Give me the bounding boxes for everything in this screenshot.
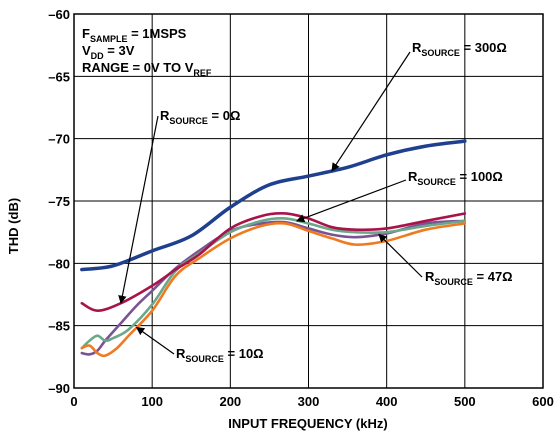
x-tick-label: 600	[532, 394, 554, 409]
tick-labels: 0 100 200 300 400 500 600 –60 –65 –70 –75 –80 –85 –90	[48, 7, 554, 409]
series-line-5	[80, 221, 467, 358]
series-label-5: RSOURCE = 10Ω	[176, 346, 264, 364]
series-label-2: RSOURCE = 0Ω	[160, 108, 240, 126]
y-tick-label: –70	[48, 132, 70, 147]
annotation-layer: RSOURCE = 300Ω RSOURCE = 0Ω RSOURCE = 100Ω…	[118, 40, 513, 364]
series-line-2	[80, 212, 467, 313]
y-tick-label: –85	[48, 319, 70, 334]
annotation-arrow	[378, 233, 423, 278]
conditions-block: FSAMPLE = 1MSPS VDD = 3V RANGE = 0V TO V…	[82, 26, 212, 78]
series-line-1	[80, 139, 467, 272]
series-layer	[80, 139, 467, 358]
x-tick-label: 200	[219, 394, 241, 409]
x-tick-label: 500	[454, 394, 476, 409]
annotation-arrow	[118, 115, 159, 305]
annotation-arrow	[295, 179, 407, 223]
x-tick-label: 0	[70, 394, 77, 409]
series-line-4	[80, 219, 467, 356]
x-tick-label: 400	[376, 394, 398, 409]
y-tick-label: –75	[48, 194, 70, 209]
plot-frame	[73, 13, 544, 389]
x-tick-label: 100	[141, 394, 163, 409]
series-label-1: RSOURCE = 300Ω	[412, 40, 507, 58]
y-tick-label: –65	[48, 69, 70, 84]
condition-sample-rate: FSAMPLE = 1MSPS	[82, 26, 187, 44]
condition-range: RANGE = 0V TO VREF	[82, 60, 212, 78]
y-tick-label: –80	[48, 256, 70, 271]
annotation-arrow	[331, 51, 411, 172]
series-label-3: RSOURCE = 100Ω	[408, 169, 503, 187]
condition-vdd: VDD = 3V	[82, 43, 135, 61]
y-tick-label: –60	[48, 7, 70, 22]
series-label-4: RSOURCE = 47Ω	[425, 269, 513, 287]
y-axis-title: THD (dB)	[6, 198, 21, 254]
annotation-arrow	[135, 326, 175, 355]
y-tick-label: –90	[48, 381, 70, 396]
grid	[74, 14, 543, 388]
x-tick-label: 300	[298, 394, 320, 409]
x-axis-title: INPUT FREQUENCY (kHz)	[228, 416, 387, 431]
